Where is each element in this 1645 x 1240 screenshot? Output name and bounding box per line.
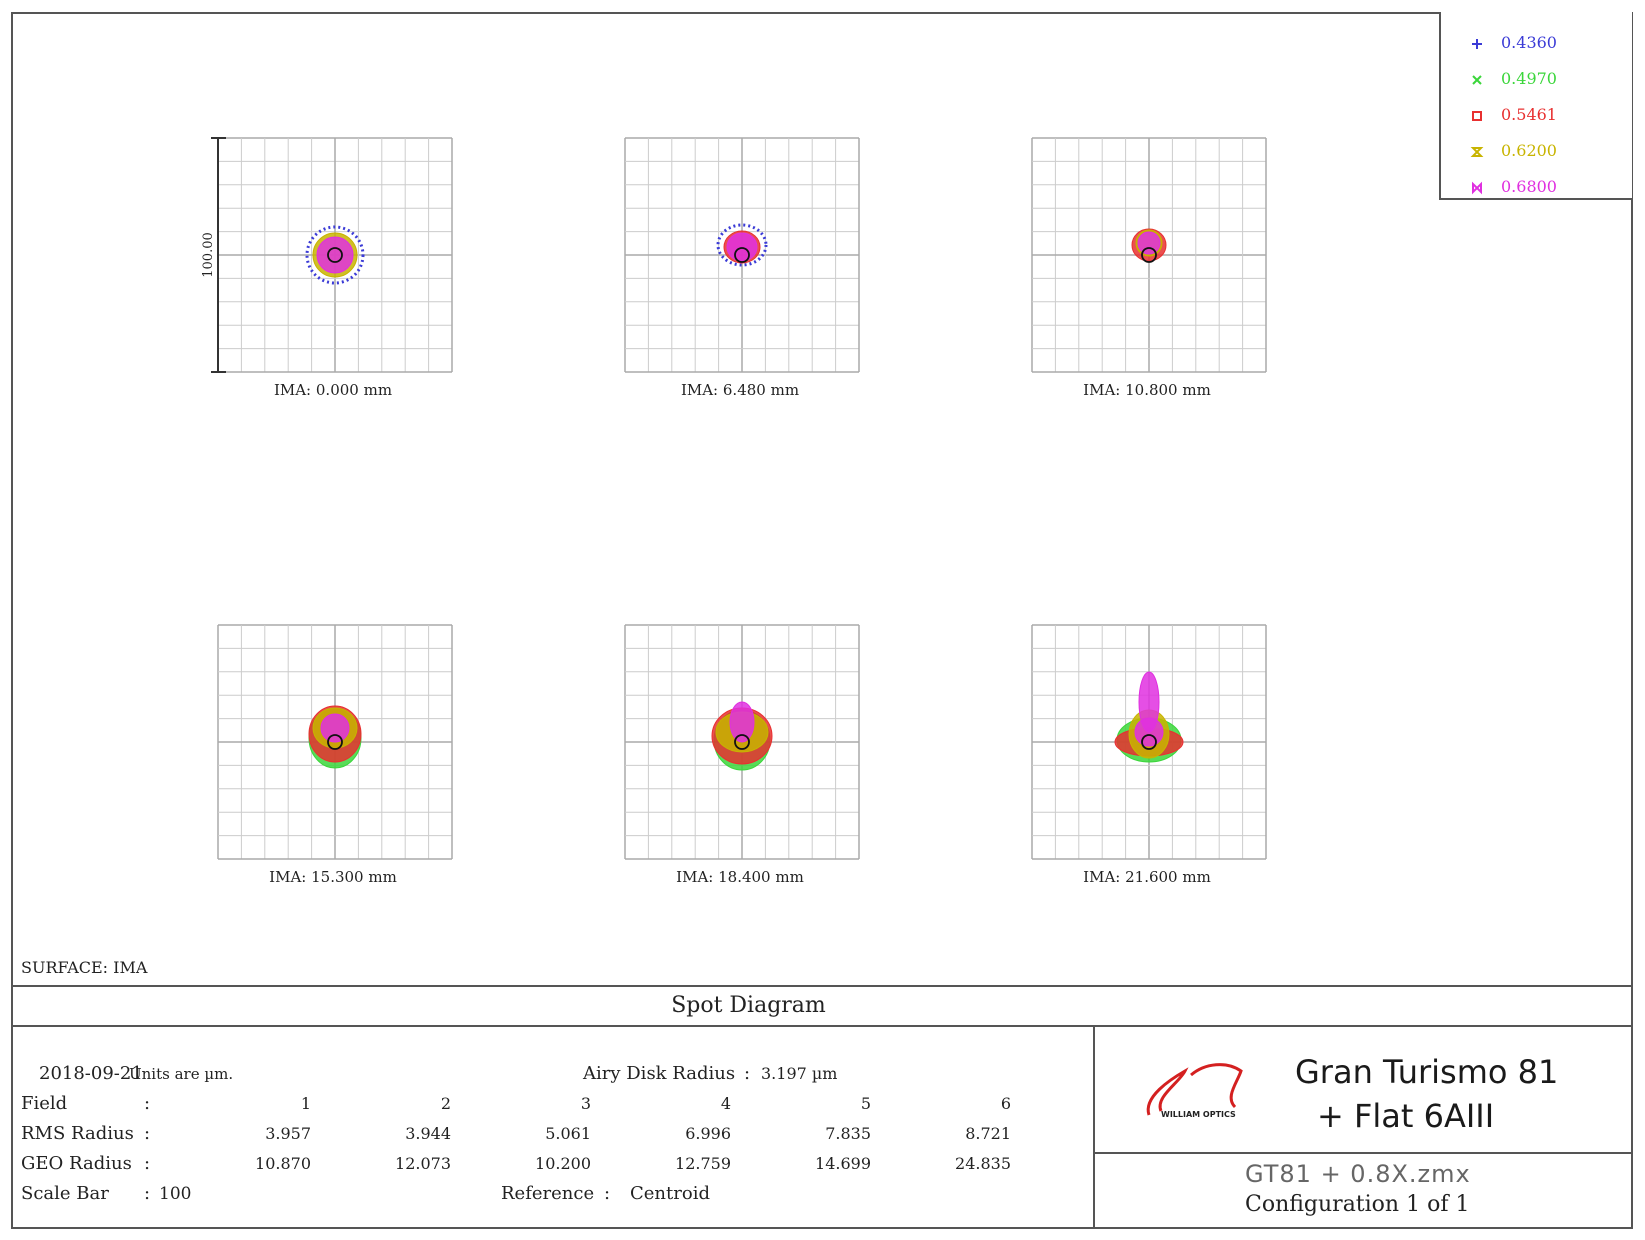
geo-value-6: 24.835 xyxy=(955,1154,1011,1173)
field-colon: : xyxy=(144,1093,151,1114)
diagram-title: Spot Diagram xyxy=(671,993,826,1018)
square-marker-icon xyxy=(1472,111,1482,121)
legend-label: 0.4970 xyxy=(1501,69,1557,88)
spot-cluster xyxy=(729,701,755,743)
rms-value-2: 3.944 xyxy=(405,1124,451,1143)
legend-label: 0.5461 xyxy=(1501,105,1557,124)
rms-colon: : xyxy=(144,1123,151,1144)
legend-item: 0.6200 xyxy=(1441,140,1631,164)
airy-disk xyxy=(734,247,750,263)
scale-bar: 100.00 xyxy=(201,137,226,373)
panel-label-1: IMA: 0.000 mm xyxy=(273,381,393,399)
airy-disk xyxy=(734,734,750,750)
product-name-line2: + Flat 6AIII xyxy=(1317,1097,1495,1135)
cross-marker-icon xyxy=(1472,75,1482,85)
rms-label: RMS Radius xyxy=(21,1123,134,1144)
reference-value: Centroid xyxy=(630,1183,710,1204)
geo-value-2: 12.073 xyxy=(395,1154,451,1173)
plus-marker-icon xyxy=(1472,39,1482,49)
spot-panel xyxy=(624,137,860,373)
panel-label-4: IMA: 15.300 mm xyxy=(269,868,397,886)
field-value-4: 4 xyxy=(720,1094,731,1113)
spot-panel xyxy=(1031,137,1267,373)
airy-disk xyxy=(327,734,343,750)
panel-label-5: IMA: 18.400 mm xyxy=(676,868,804,886)
product-name-line1: Gran Turismo 81 xyxy=(1295,1053,1559,1091)
panel-label-3: IMA: 10.800 mm xyxy=(1083,381,1211,399)
spot-cluster xyxy=(726,232,758,262)
logo-text: WILLIAM OPTICS xyxy=(1161,1110,1236,1119)
legend-item: 0.5461 xyxy=(1441,104,1631,128)
company-divider xyxy=(1095,1152,1633,1154)
spot-panel xyxy=(217,137,453,373)
reference-colon: : xyxy=(604,1183,611,1204)
legend-label: 0.4360 xyxy=(1501,33,1557,52)
field-value-3: 3 xyxy=(580,1094,591,1113)
spot-cluster xyxy=(320,713,350,743)
field-label: Field xyxy=(21,1093,68,1114)
report-frame xyxy=(11,12,1633,1229)
scale-label: Scale Bar xyxy=(21,1183,109,1204)
configuration-label: Configuration 1 of 1 xyxy=(1245,1192,1470,1217)
spot-panel xyxy=(217,624,453,860)
field-value-1: 1 xyxy=(300,1094,311,1113)
legend-item: 0.6800 xyxy=(1441,176,1631,200)
company-box: WILLIAM OPTICS Gran Turismo 81 + Flat 6A… xyxy=(1093,1025,1633,1229)
panel-label-6: IMA: 21.600 mm xyxy=(1083,868,1211,886)
units-note: Units are µm. xyxy=(129,1065,234,1083)
geo-value-3: 10.200 xyxy=(535,1154,591,1173)
scale-colon: : xyxy=(144,1183,151,1204)
scale-bar-label: 100.00 xyxy=(201,232,216,278)
spot-panel xyxy=(1031,624,1267,860)
rms-value-3: 5.061 xyxy=(545,1124,591,1143)
airy-value: 3.197 µm xyxy=(761,1064,838,1083)
rms-value-5: 7.835 xyxy=(825,1124,871,1143)
geo-label: GEO Radius xyxy=(21,1153,132,1174)
surface-label: SURFACE: IMA xyxy=(21,958,148,977)
rms-value-6: 8.721 xyxy=(965,1124,1011,1143)
legend-label: 0.6200 xyxy=(1501,141,1557,160)
date: 2018-09-21 xyxy=(39,1063,143,1084)
bowtie-marker-icon xyxy=(1472,181,1482,195)
william-optics-logo: WILLIAM OPTICS xyxy=(1146,1063,1243,1119)
spot-cluster xyxy=(1134,717,1164,747)
geo-value-5: 14.699 xyxy=(815,1154,871,1173)
reference-label: Reference xyxy=(501,1183,595,1204)
geo-colon: : xyxy=(144,1153,151,1174)
airy-disk xyxy=(1141,734,1157,750)
legend-item: 0.4970 xyxy=(1441,68,1631,92)
wavelength-legend: 0.4360 0.4970 0.5461 0.6200 0.6800 xyxy=(1439,12,1632,200)
spot-cluster xyxy=(1137,231,1161,255)
spot-cluster xyxy=(716,223,768,267)
spot-plot-area: 100.00 xyxy=(201,137,1267,860)
spot-panel xyxy=(624,624,860,860)
spot-cluster xyxy=(316,236,354,274)
field-value-2: 2 xyxy=(440,1094,451,1113)
airy-colon: : xyxy=(744,1063,751,1084)
field-value-6: 6 xyxy=(1000,1094,1011,1113)
airy-label: Airy Disk Radius xyxy=(583,1063,736,1084)
geo-value-4: 12.759 xyxy=(675,1154,731,1173)
airy-disk xyxy=(327,247,343,263)
geo-value-1: 10.870 xyxy=(255,1154,311,1173)
hourglass-marker-icon xyxy=(1470,147,1484,157)
rms-value-1: 3.957 xyxy=(265,1124,311,1143)
legend-label: 0.6800 xyxy=(1501,177,1557,196)
spot-cluster xyxy=(305,225,365,285)
info-box: 2018-09-21 Units are µm. Airy Disk Radiu… xyxy=(11,1027,1094,1229)
field-value-5: 5 xyxy=(860,1094,871,1113)
file-name: GT81 + 0.8X.zmx xyxy=(1245,1160,1471,1188)
airy-disk xyxy=(1141,247,1157,263)
rms-value-4: 6.996 xyxy=(685,1124,731,1143)
title-bar: Spot Diagram xyxy=(11,985,1633,1027)
legend-item: 0.4360 xyxy=(1441,32,1631,56)
scale-value: 100 xyxy=(159,1184,192,1204)
panel-label-2: IMA: 6.480 mm xyxy=(680,381,800,399)
